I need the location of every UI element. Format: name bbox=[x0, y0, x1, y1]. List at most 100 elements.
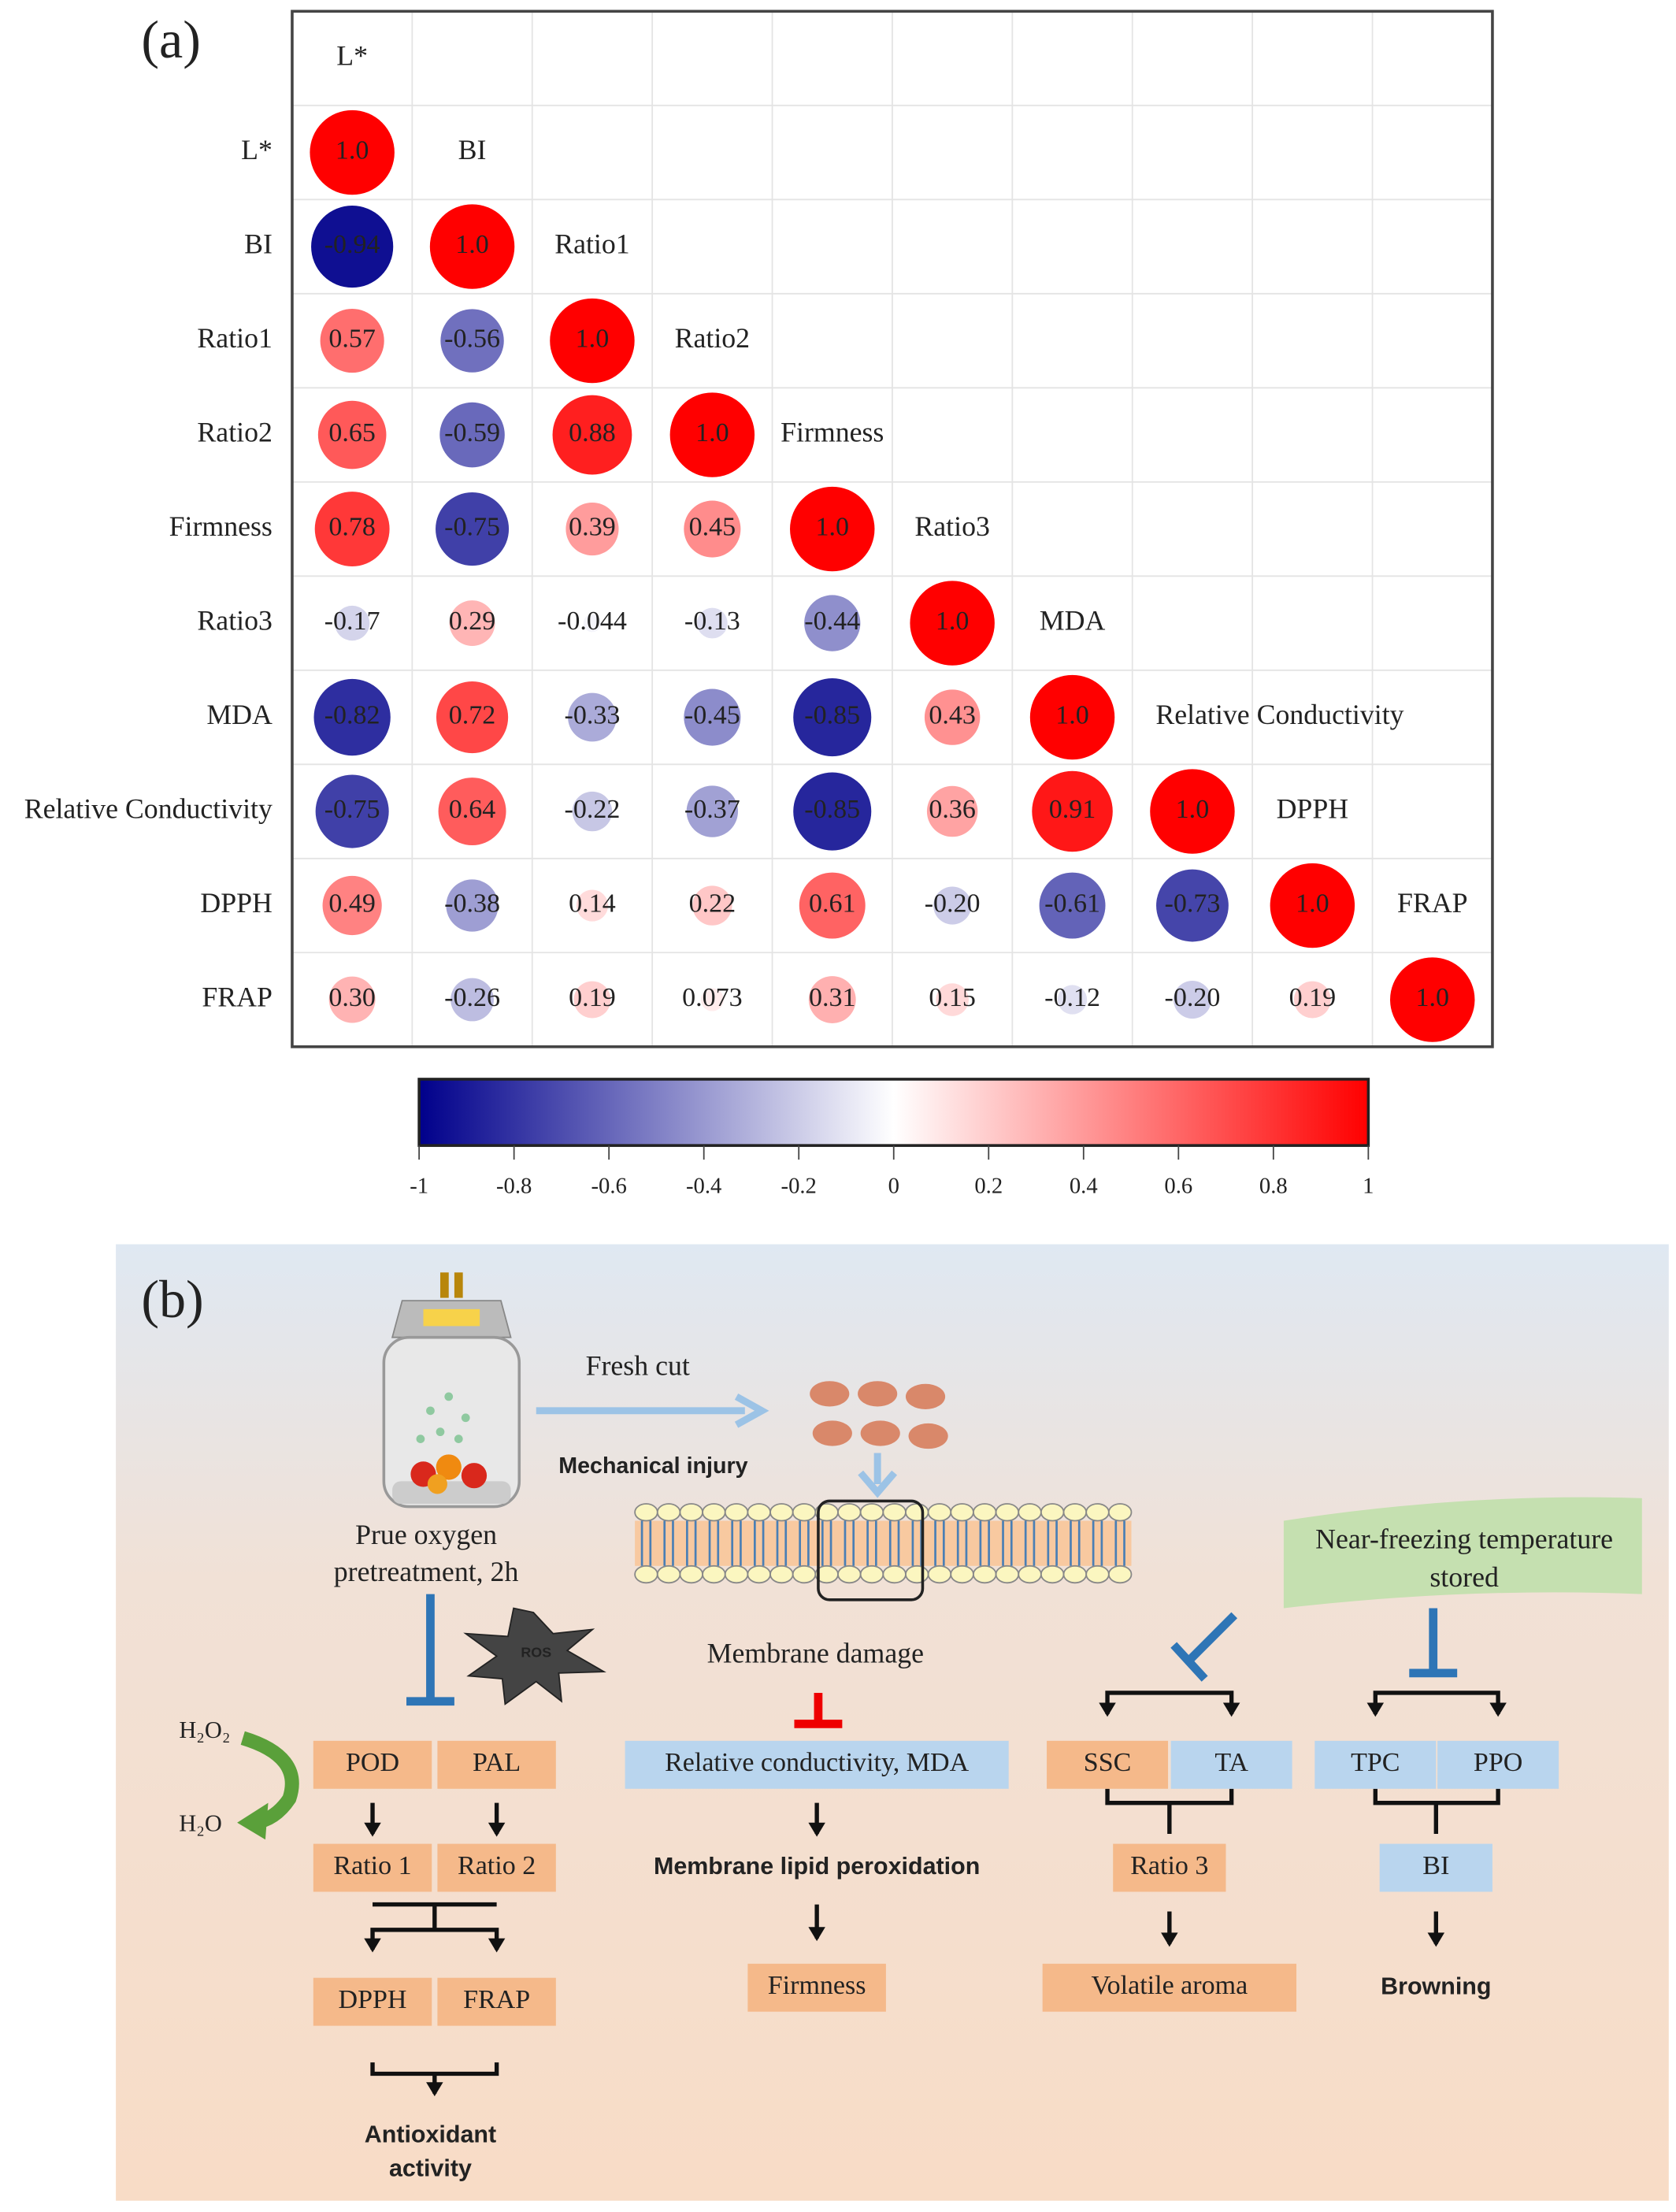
lipid-head bbox=[1062, 1564, 1088, 1584]
value-label: -0.13 bbox=[684, 607, 740, 636]
node-box bbox=[313, 1977, 432, 2026]
value-label: 1.0 bbox=[455, 230, 489, 259]
lipid-head bbox=[769, 1564, 794, 1584]
colorbar-tick-label: 0 bbox=[888, 1173, 899, 1198]
value-label: 1.0 bbox=[336, 135, 369, 165]
correlation-circle bbox=[315, 774, 389, 848]
node-label: Ratio 1 bbox=[333, 1851, 411, 1880]
lipid-tail bbox=[1002, 1520, 1013, 1566]
panel-label: (a) bbox=[141, 9, 201, 69]
value-label: 0.15 bbox=[929, 983, 976, 1012]
lipid-head bbox=[882, 1564, 907, 1584]
node-box bbox=[1314, 1740, 1437, 1789]
lipid-tail bbox=[956, 1520, 968, 1566]
row-label: DPPH bbox=[200, 887, 273, 919]
correlation-circle bbox=[438, 778, 506, 846]
colorbar-tick-label: -1 bbox=[410, 1173, 428, 1198]
arrow-head bbox=[488, 1938, 506, 1953]
node-label: PPO bbox=[1474, 1748, 1522, 1777]
arrow-head bbox=[364, 1938, 381, 1953]
lipid-tail bbox=[821, 1520, 832, 1566]
value-label: 0.91 bbox=[1049, 795, 1096, 824]
value-label: 1.0 bbox=[1176, 795, 1210, 824]
column-label: FRAP bbox=[1397, 887, 1468, 919]
correlation-circle bbox=[790, 486, 875, 572]
lipid-tail bbox=[979, 1520, 990, 1566]
diagram-text: stored bbox=[1429, 1561, 1499, 1593]
value-label: -0.33 bbox=[565, 700, 621, 729]
value-label: -0.85 bbox=[804, 700, 860, 729]
row-label: Relative Conductivity bbox=[24, 792, 273, 824]
colorbar-tick-label: 0.2 bbox=[974, 1173, 1003, 1198]
correlation-circle bbox=[573, 981, 611, 1019]
node-label: Ratio 3 bbox=[1130, 1851, 1208, 1880]
lipid-head bbox=[1107, 1503, 1133, 1522]
arrow-head bbox=[1366, 1702, 1385, 1717]
value-label: -0.17 bbox=[324, 607, 380, 636]
lipid-head bbox=[1107, 1564, 1133, 1584]
value-label: -0.61 bbox=[1044, 889, 1100, 918]
correlation-circle bbox=[552, 395, 632, 475]
correlation-circle bbox=[451, 978, 494, 1022]
column-label: Firmness bbox=[781, 416, 884, 447]
node-box bbox=[313, 1740, 432, 1789]
value-label: -0.22 bbox=[565, 795, 621, 824]
value-label: 0.14 bbox=[569, 889, 616, 918]
banner bbox=[1283, 1497, 1642, 1609]
correlation-circle bbox=[314, 492, 390, 567]
correlation-circle bbox=[1039, 872, 1106, 939]
diagram-text: Fresh cut bbox=[586, 1349, 690, 1381]
value-label: -0.38 bbox=[444, 889, 500, 918]
lipid-head bbox=[656, 1564, 681, 1584]
correlation-circle bbox=[910, 581, 995, 666]
arrow bbox=[858, 1453, 898, 1498]
colorbar-tick-label: 0.6 bbox=[1164, 1173, 1192, 1198]
lipid-head bbox=[792, 1503, 817, 1522]
value-label: -0.85 bbox=[804, 795, 860, 824]
value-label: 0.49 bbox=[328, 889, 376, 918]
value-label: -0.82 bbox=[324, 700, 380, 729]
value-label: -0.44 bbox=[804, 607, 860, 636]
correlation-circle bbox=[684, 688, 741, 746]
lipid-head bbox=[634, 1564, 658, 1584]
value-label: 0.61 bbox=[809, 889, 856, 918]
curved-arrow-head bbox=[237, 1802, 269, 1840]
lipid-head bbox=[882, 1503, 907, 1522]
value-label: -0.20 bbox=[925, 889, 981, 918]
correlation-circle bbox=[1293, 981, 1331, 1019]
lipid-head bbox=[995, 1503, 1020, 1522]
node-box bbox=[437, 1843, 556, 1892]
panel-label: (b) bbox=[141, 1269, 203, 1329]
lipid-head bbox=[1018, 1503, 1042, 1522]
node-box bbox=[1047, 1740, 1169, 1789]
diagram-text: Membrane damage bbox=[707, 1638, 924, 1669]
lipid-tail bbox=[686, 1520, 697, 1566]
row-label: Ratio1 bbox=[197, 322, 272, 354]
value-label: 1.0 bbox=[576, 324, 610, 353]
value-label: 0.57 bbox=[328, 324, 376, 353]
correlation-circle bbox=[436, 681, 509, 754]
lipid-tail bbox=[640, 1520, 652, 1566]
column-label: Relative Conductivity bbox=[1155, 699, 1403, 730]
correlation-circle bbox=[1156, 869, 1229, 942]
node-box bbox=[313, 1843, 432, 1892]
diagram-text: Prue oxygen bbox=[355, 1519, 497, 1550]
arrow-head bbox=[1222, 1702, 1240, 1717]
inhibitors bbox=[406, 1594, 1458, 1706]
node-label: POD bbox=[346, 1748, 399, 1777]
value-label: 1.0 bbox=[936, 607, 970, 636]
value-label: -0.044 bbox=[558, 607, 627, 636]
value-label: 0.19 bbox=[569, 983, 616, 1012]
lipid-tail bbox=[1047, 1520, 1058, 1566]
value-label: 0.88 bbox=[569, 418, 616, 447]
correlation-circle bbox=[696, 607, 728, 639]
correlation-circle bbox=[924, 689, 981, 745]
node-box bbox=[1042, 1963, 1297, 2012]
value-label: -0.26 bbox=[444, 983, 500, 1012]
lipid-head bbox=[1085, 1503, 1110, 1522]
colorbar-tick-label: 0.8 bbox=[1259, 1173, 1288, 1198]
row-label: FRAP bbox=[202, 981, 273, 1012]
colorbar-tick-label: -0.4 bbox=[686, 1173, 721, 1198]
node-label: Antioxidant bbox=[365, 2121, 496, 2147]
correlation-circle bbox=[322, 875, 382, 936]
